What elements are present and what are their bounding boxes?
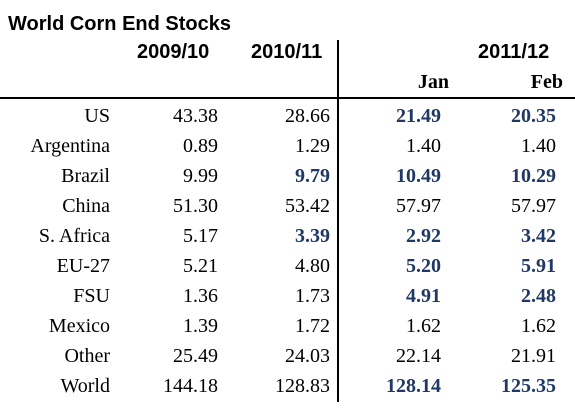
cell-2009-10: 0.89 [110, 131, 218, 161]
cell-2010-11: 4.80 [218, 251, 330, 281]
cell-2010-11: 28.66 [218, 101, 330, 131]
cell-2009-10: 5.17 [110, 221, 218, 251]
cell-2009-10: 144.18 [110, 371, 218, 401]
cell-jan: 1.40 [330, 131, 441, 161]
header-2010-11: 2010/11 [251, 41, 322, 64]
row-label: Brazil [0, 161, 110, 191]
cell-jan: 128.14 [330, 371, 441, 401]
cell-feb: 2.48 [441, 281, 556, 311]
table-title: World Corn End Stocks [8, 13, 231, 36]
row-label: Other [0, 341, 110, 371]
cell-2009-10: 1.39 [110, 311, 218, 341]
cell-feb: 1.40 [441, 131, 556, 161]
row-label: Mexico [0, 311, 110, 341]
header-2011-12: 2011/12 [478, 41, 549, 64]
cell-jan: 4.91 [330, 281, 441, 311]
cell-2009-10: 25.49 [110, 341, 218, 371]
stocks-table: US 43.38 28.66 21.49 20.35 Argentina 0.8… [0, 101, 556, 401]
cell-2010-11: 53.42 [218, 191, 330, 221]
cell-jan: 57.97 [330, 191, 441, 221]
cell-2010-11: 9.79 [218, 161, 330, 191]
row-label: Argentina [0, 131, 110, 161]
cell-jan: 5.20 [330, 251, 441, 281]
cell-2010-11: 1.72 [218, 311, 330, 341]
cell-feb: 125.35 [441, 371, 556, 401]
cell-feb: 20.35 [441, 101, 556, 131]
cell-2009-10: 9.99 [110, 161, 218, 191]
row-label: S. Africa [0, 221, 110, 251]
cell-2009-10: 1.36 [110, 281, 218, 311]
row-label: World [0, 371, 110, 401]
table-row: Brazil 9.99 9.79 10.49 10.29 [0, 161, 556, 191]
header-feb: Feb [507, 71, 563, 94]
header-jan: Jan [395, 71, 449, 94]
table-row: China 51.30 53.42 57.97 57.97 [0, 191, 556, 221]
cell-jan: 2.92 [330, 221, 441, 251]
cell-feb: 1.62 [441, 311, 556, 341]
table-row: Argentina 0.89 1.29 1.40 1.40 [0, 131, 556, 161]
row-label: US [0, 101, 110, 131]
cell-jan: 21.49 [330, 101, 441, 131]
cell-jan: 10.49 [330, 161, 441, 191]
cell-2009-10: 5.21 [110, 251, 218, 281]
cell-2010-11: 3.39 [218, 221, 330, 251]
row-label: China [0, 191, 110, 221]
header-rule [0, 97, 575, 99]
cell-2010-11: 1.73 [218, 281, 330, 311]
cell-jan: 1.62 [330, 311, 441, 341]
row-label: FSU [0, 281, 110, 311]
cell-feb: 3.42 [441, 221, 556, 251]
cell-2010-11: 24.03 [218, 341, 330, 371]
cell-feb: 21.91 [441, 341, 556, 371]
cell-2010-11: 1.29 [218, 131, 330, 161]
cell-feb: 10.29 [441, 161, 556, 191]
cell-2009-10: 43.38 [110, 101, 218, 131]
table-row: EU-27 5.21 4.80 5.20 5.91 [0, 251, 556, 281]
table-row: S. Africa 5.17 3.39 2.92 3.42 [0, 221, 556, 251]
cell-2010-11: 128.83 [218, 371, 330, 401]
table-row: World 144.18 128.83 128.14 125.35 [0, 371, 556, 401]
cell-2009-10: 51.30 [110, 191, 218, 221]
table-row: Other 25.49 24.03 22.14 21.91 [0, 341, 556, 371]
header-2009-10: 2009/10 [137, 41, 209, 64]
cell-feb: 5.91 [441, 251, 556, 281]
cell-jan: 22.14 [330, 341, 441, 371]
cell-feb: 57.97 [441, 191, 556, 221]
table-row: US 43.38 28.66 21.49 20.35 [0, 101, 556, 131]
table-row: FSU 1.36 1.73 4.91 2.48 [0, 281, 556, 311]
row-label: EU-27 [0, 251, 110, 281]
table-row: Mexico 1.39 1.72 1.62 1.62 [0, 311, 556, 341]
